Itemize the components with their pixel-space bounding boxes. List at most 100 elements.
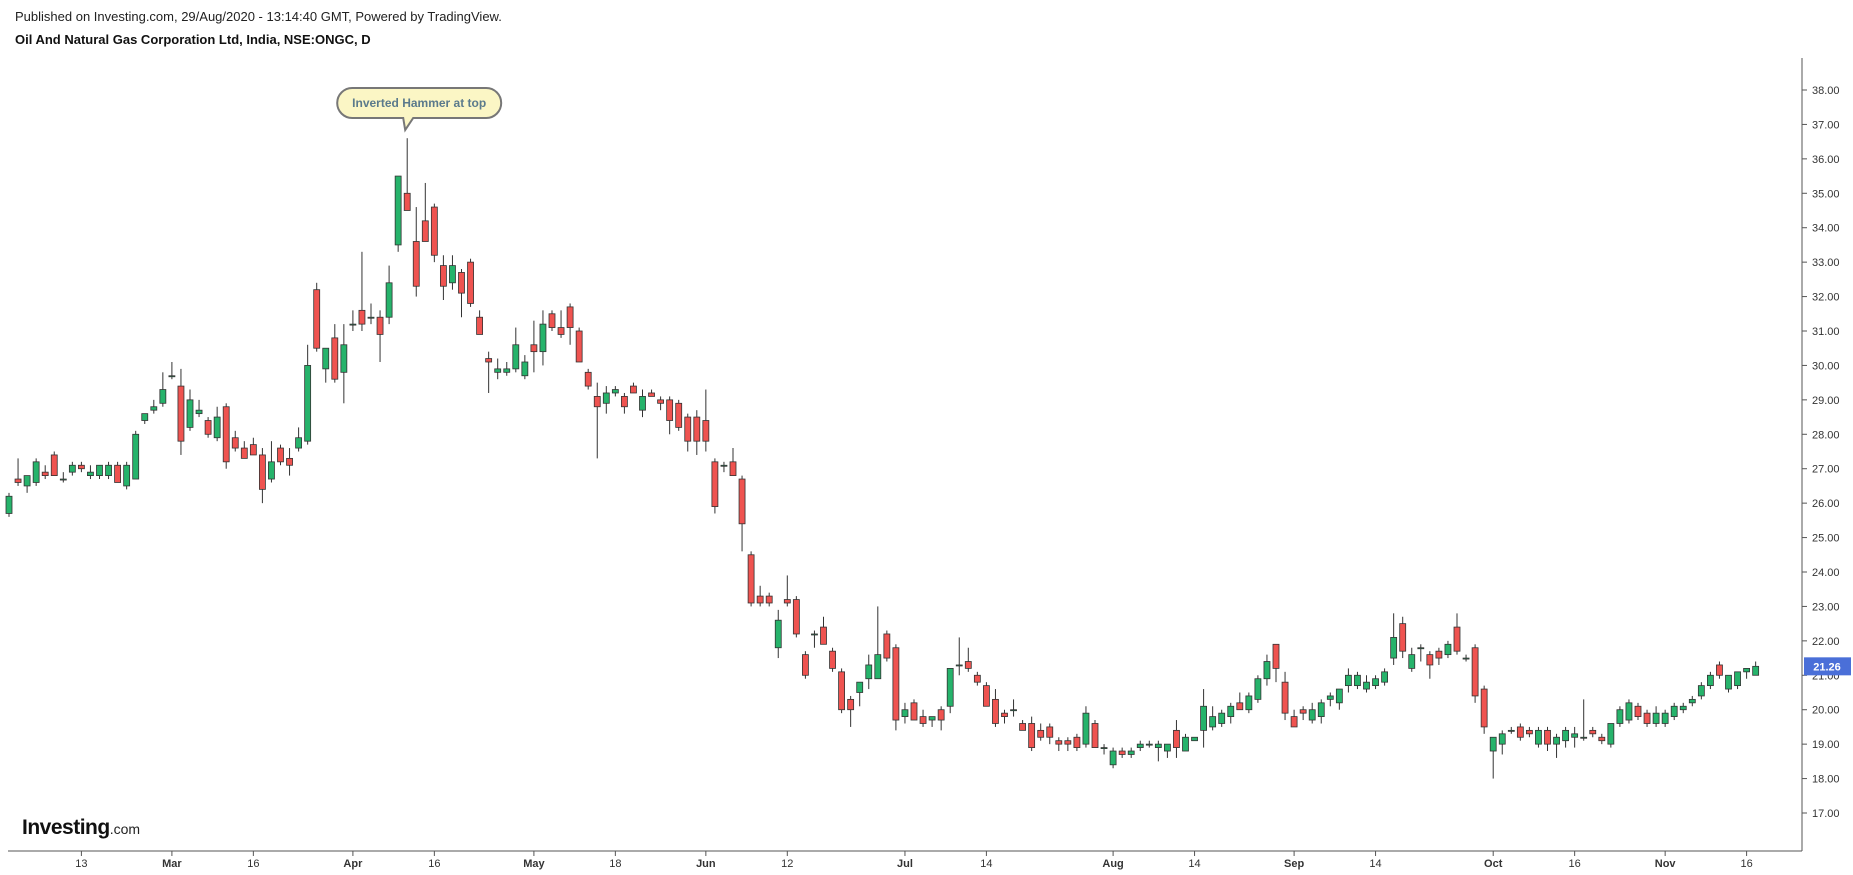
candle (1725, 674, 1732, 693)
time-tick-label: 14 (980, 858, 992, 870)
candle-body-up (1218, 712, 1226, 724)
candle-body-down (648, 392, 655, 397)
candle-body-down (883, 633, 891, 659)
candle (14, 458, 22, 486)
candle (1082, 706, 1090, 748)
candle-body-up (1164, 743, 1171, 752)
candle-body-up (132, 433, 140, 480)
candle (1326, 692, 1334, 707)
candle-body-up (1182, 736, 1189, 752)
candle-body-up (1308, 709, 1316, 721)
time-tick-label: 16 (1740, 858, 1752, 870)
candle (1607, 723, 1615, 748)
candle (367, 303, 375, 325)
candle (729, 448, 737, 477)
candle (630, 382, 637, 394)
candle-body-down (412, 241, 420, 287)
candle (1200, 689, 1207, 748)
candle (820, 616, 827, 645)
candle-body-down (204, 420, 212, 435)
candle (186, 389, 194, 431)
candle (1263, 654, 1271, 686)
candle-body-up (1145, 743, 1153, 746)
candle-body-down (1055, 740, 1063, 745)
candle (983, 682, 990, 707)
candle-body-down (1001, 712, 1008, 718)
candle (675, 399, 683, 431)
candle-body-down (593, 396, 601, 408)
candle-body-up (96, 464, 103, 476)
candle (865, 654, 873, 690)
candle-body-down (240, 447, 248, 459)
candle (756, 585, 764, 607)
candle-body-up (385, 282, 393, 318)
candle-body-up (322, 347, 330, 370)
candle (720, 461, 728, 473)
price-tick-label: 37.00 (1812, 119, 1840, 131)
candle (467, 258, 474, 307)
candle-body-up (1263, 661, 1271, 680)
candle (811, 630, 818, 648)
price-axis[interactable]: 17.0018.0019.0020.0021.0022.0023.0024.00… (1801, 58, 1840, 851)
time-tick-label: Mar (162, 858, 182, 870)
candle (394, 175, 402, 252)
candle (1661, 709, 1669, 727)
candle-body-down (258, 454, 266, 490)
annotation-bubble[interactable] (336, 87, 503, 133)
time-tick-label: 18 (609, 858, 621, 870)
candle-body-up (1725, 674, 1732, 690)
candle-body-up (1010, 709, 1017, 712)
pattern-annotation: Inverted Hammer at top (336, 87, 503, 133)
candle-body-up (367, 316, 375, 319)
candle-body-down (557, 327, 565, 335)
price-tick-label: 23.00 (1812, 601, 1840, 613)
candle (1598, 733, 1606, 745)
last-price-label: 21.26 (1804, 657, 1851, 676)
symbol-title: Oil And Natural Gas Corporation Ltd, Ind… (15, 32, 371, 47)
candle (1390, 613, 1398, 665)
candle (240, 441, 248, 459)
candle (1191, 736, 1198, 742)
price-tick-label: 36.00 (1812, 154, 1840, 166)
candle (358, 251, 366, 331)
candle-body-down (313, 289, 321, 349)
price-tick-label: 28.00 (1812, 429, 1840, 441)
time-axis[interactable]: 13 Mar 16 Apr 16 May 18 Jun 12 Jul 14 Aug 14 Sep 14 Oct… (8, 850, 1802, 870)
candle (539, 310, 547, 366)
candle-body-up (1752, 665, 1760, 676)
candle-body-up (1372, 678, 1379, 687)
candle (955, 637, 963, 676)
candle (829, 647, 836, 672)
candle (648, 389, 655, 397)
candle-body-down (829, 650, 836, 669)
candle (1399, 616, 1407, 659)
candle-body-down (702, 420, 710, 442)
candle (1299, 706, 1307, 721)
candle-body-down (666, 399, 674, 421)
candle (1227, 702, 1235, 724)
candle-body-down (992, 698, 999, 724)
candle (1118, 747, 1126, 758)
candle-body-down (222, 406, 230, 463)
candle (783, 575, 791, 607)
candle-body-down (1526, 729, 1533, 735)
candle (1345, 668, 1352, 693)
candle-body-down (630, 385, 637, 394)
candle-body-up (946, 668, 954, 707)
candle (1145, 740, 1153, 748)
candle-body-down (476, 316, 484, 335)
candle (1444, 640, 1452, 659)
candle (856, 681, 864, 707)
candle-body-up (1743, 668, 1750, 673)
candle-body-up (1679, 705, 1687, 711)
price-tick-label: 19.00 (1812, 739, 1840, 751)
candle (1616, 706, 1624, 727)
candle-body-up (1345, 674, 1352, 687)
candle (150, 399, 158, 414)
candle (1743, 668, 1750, 679)
candle-body-down (1173, 729, 1180, 748)
candle-body-down (964, 661, 972, 669)
candle-body-down (1643, 712, 1651, 724)
candle (204, 417, 212, 438)
